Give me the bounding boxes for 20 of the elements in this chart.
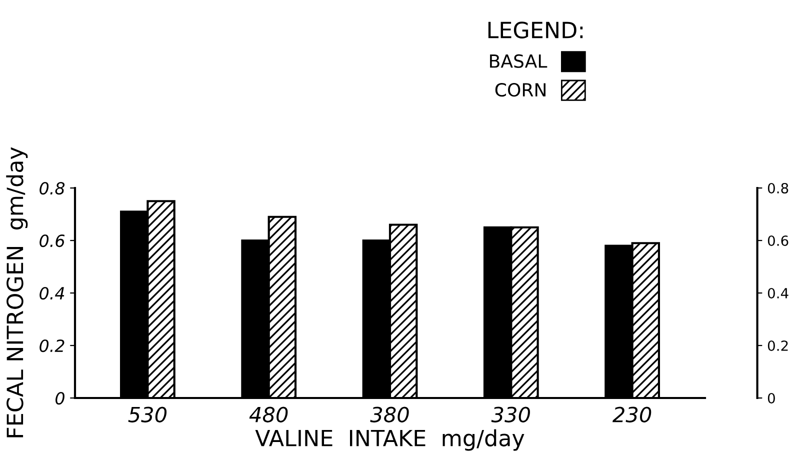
y2-tick-label: 0.4 bbox=[768, 288, 788, 298]
y-tick-label: 0.2 bbox=[40, 339, 64, 352]
x-axis-title: VALINE INTAKE mg/day bbox=[255, 429, 524, 451]
y-tick-label: 0 bbox=[56, 392, 64, 405]
legend-title: LEGEND: bbox=[488, 22, 583, 38]
y2-tick-label: 0 bbox=[768, 392, 775, 404]
x-tick-label: 530 bbox=[128, 406, 167, 422]
y-tick-label: 0.8 bbox=[40, 182, 65, 195]
x-tick-label: 330 bbox=[491, 406, 530, 422]
y2-tick-label: 0.8 bbox=[768, 182, 788, 194]
y-tick-label: 0.4 bbox=[40, 286, 64, 300]
y2-tick-label: 0.2 bbox=[768, 340, 788, 351]
x-tick-label: 230 bbox=[612, 406, 652, 422]
x-tick-label: 480 bbox=[249, 406, 288, 422]
y-tick-label: 0.6 bbox=[40, 234, 65, 248]
y-axis-title: FECAL NITROGEN gm/day bbox=[6, 147, 28, 438]
x-tick-label: 380 bbox=[370, 406, 409, 422]
legend-label: BASAL bbox=[490, 54, 548, 68]
legend-label: CORN bbox=[495, 82, 546, 97]
y2-tick-label: 0.6 bbox=[768, 235, 788, 246]
